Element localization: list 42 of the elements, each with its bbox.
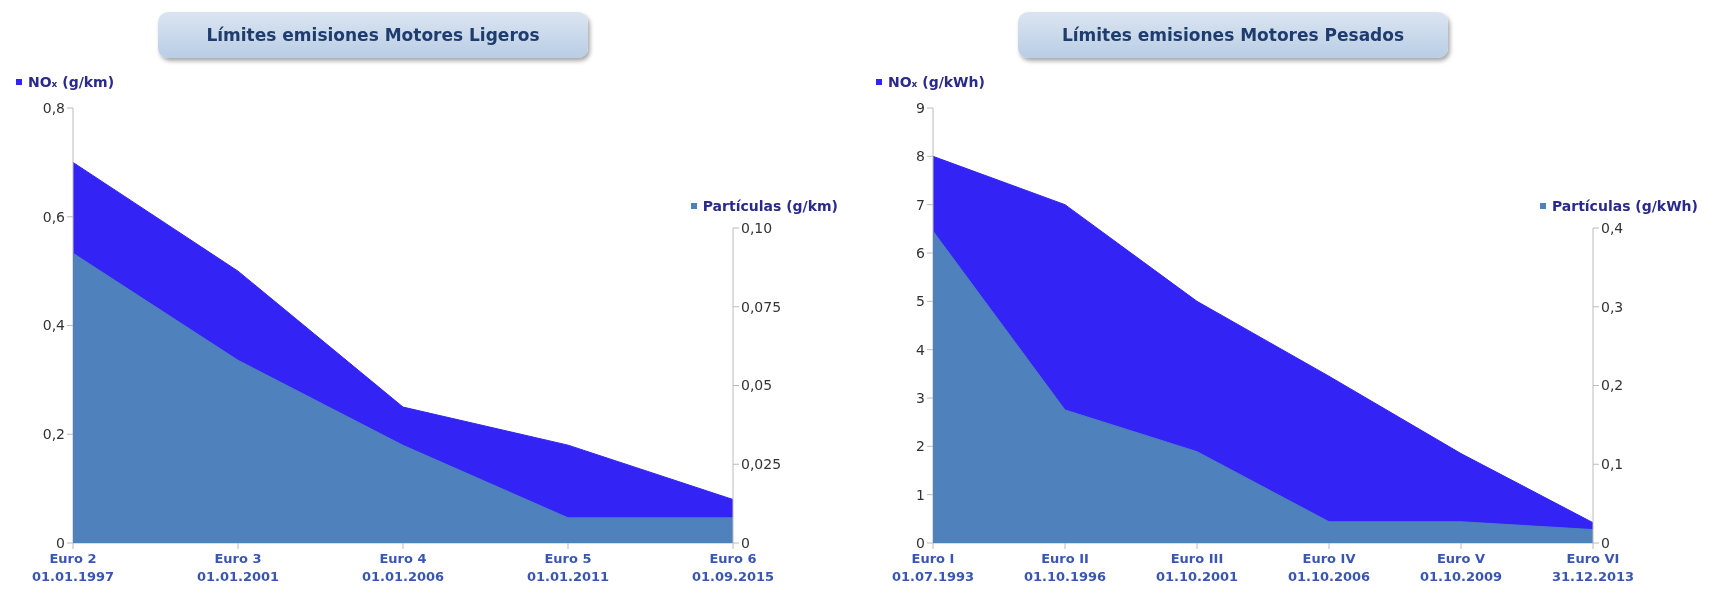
y2-tick-label: 0,10	[741, 219, 773, 236]
y-tick-label: 4	[916, 341, 926, 358]
y2-tick-label: 0,4	[1601, 219, 1624, 236]
legend-label: Partículas (g/km)	[702, 198, 838, 214]
y-tick-label: 3	[916, 389, 925, 406]
y2-tick-label: 0,1	[1601, 456, 1624, 473]
legend-label: NOₓ (g/kWh)	[888, 74, 985, 90]
y-tick-label: 9	[916, 99, 925, 116]
x-tick-label: Euro IV 01.10.2006	[1287, 551, 1371, 584]
y-tick-label: 0	[56, 534, 65, 551]
y-tick-label: 5	[916, 293, 925, 310]
y-tick-label: 0,4	[42, 317, 66, 334]
y2-tick-label: 0	[1601, 534, 1610, 551]
x-tick-label: Euro II 01.10.1996	[1023, 551, 1107, 584]
chart-title: Límites emisiones Motores Ligeros	[158, 12, 588, 58]
y2-tick-label: 0,025	[741, 456, 782, 473]
y2-tick-label: 0,05	[741, 377, 773, 394]
x-tick-label: Euro I 01.07.1993	[891, 551, 975, 584]
x-tick-label: Euro VI 31.12.2013	[1551, 551, 1635, 584]
x-tick-label: Euro V 01.10.2009	[1419, 551, 1503, 584]
y-tick-label: 7	[916, 196, 925, 213]
x-tick-label: Euro 3 01.01.2001	[196, 551, 280, 584]
y-tick-label: 0,8	[42, 99, 65, 116]
x-tick-label: Euro 4 01.01.2006	[361, 551, 445, 584]
y2-tick-label: 0,2	[1601, 377, 1624, 394]
x-tick-label: Euro III 01.10.2001	[1155, 551, 1239, 584]
y-tick-label: 0,6	[42, 208, 66, 225]
x-tick-label: Euro 6 01.09.2015	[691, 551, 775, 584]
y-tick-label: 1	[916, 486, 925, 503]
x-tick-label: Euro 2 01.01.1997	[31, 551, 115, 584]
legend-label: NOₓ (g/km)	[28, 74, 115, 90]
y-tick-label: 2	[916, 438, 925, 455]
y2-tick-label: 0	[741, 534, 750, 551]
y2-tick-label: 0,3	[1601, 298, 1624, 315]
legend-label: Partículas (g/kWh)	[1551, 198, 1698, 214]
y2-tick-label: 0,075	[741, 298, 782, 315]
y-tick-label: 8	[916, 148, 925, 165]
y-tick-label: 6	[916, 244, 926, 261]
chart-title: Límites emisiones Motores Pesados	[1018, 12, 1448, 58]
x-tick-label: Euro 5 01.01.2011	[526, 551, 610, 584]
y-tick-label: 0,2	[42, 426, 65, 443]
y-tick-label: 0	[916, 534, 925, 551]
